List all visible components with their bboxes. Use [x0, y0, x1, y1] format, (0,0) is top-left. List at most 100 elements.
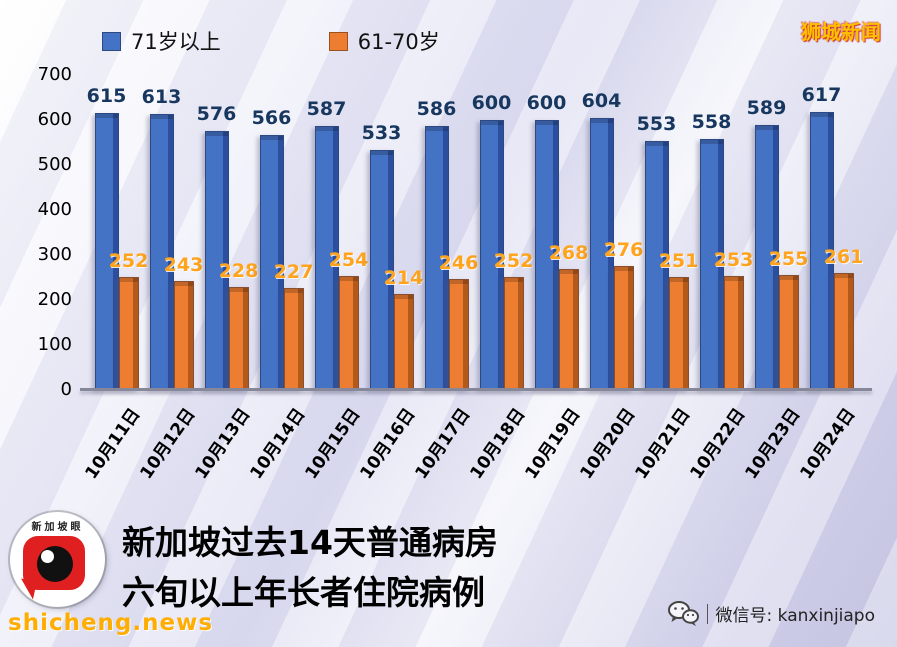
value-label-71-and-above: 604: [581, 90, 622, 113]
bar-61-70: [668, 277, 689, 390]
value-label-61-70: 228: [218, 260, 259, 283]
bar-side-face: [352, 276, 358, 389]
bar-71-and-above: [94, 113, 119, 390]
wechat-icon: [667, 601, 699, 626]
bar-top-face: [205, 131, 228, 136]
bar-side-face: [607, 119, 613, 389]
bar-top-face: [425, 127, 448, 132]
bar-61-70: [833, 272, 854, 390]
bar-side-face: [827, 113, 833, 389]
bar-61-70: [173, 280, 194, 390]
bar-61-70: [503, 276, 524, 390]
bar-71-and-above: [754, 124, 779, 390]
bar-71-and-above: [479, 120, 504, 390]
bar-61-70: [613, 265, 634, 390]
bar-side-face: [572, 270, 578, 389]
y-axis-label: 200: [37, 289, 72, 310]
bar-side-face: [167, 115, 173, 389]
bar-top-face: [559, 270, 578, 275]
legend-item-71-plus: 71岁以上: [102, 26, 221, 56]
bar-side-face: [737, 277, 743, 389]
bar-top-face: [535, 121, 558, 125]
bar-top-face: [480, 121, 503, 125]
bar-side-face: [517, 277, 523, 389]
logo-brand-text: 新加坡眼: [31, 522, 84, 533]
bar-top-face: [119, 277, 138, 282]
y-axis-label: 100: [37, 334, 72, 355]
bar-61-70: [228, 287, 249, 390]
value-label-71-and-above: 600: [526, 92, 567, 114]
bar-side-face: [222, 131, 228, 389]
bar-side-face: [387, 151, 393, 389]
value-label-71-and-above: 558: [691, 110, 732, 133]
bar-71-and-above: [534, 120, 559, 390]
bar-71-and-above: [644, 141, 669, 390]
bar-side-face: [187, 281, 193, 389]
bar-top-face: [614, 266, 633, 271]
bar-top-face: [174, 281, 193, 286]
legend-label-61-70: 61-70岁: [357, 30, 440, 54]
bar-side-face: [792, 276, 798, 389]
bar-61-70: [723, 276, 744, 390]
y-axis-label: 700: [37, 64, 72, 85]
value-label-61-70: 252: [493, 249, 534, 272]
legend-item-61-70: 61-70岁: [328, 26, 440, 56]
value-label-61-70: 268: [548, 242, 589, 265]
bar-side-face: [627, 266, 633, 389]
eye-glint: [41, 550, 54, 563]
bar-top-face: [700, 139, 723, 144]
bar-61-70: [118, 276, 139, 390]
bar-top-face: [95, 114, 118, 119]
value-label-71-and-above: 613: [141, 86, 182, 109]
bar-side-face: [682, 278, 688, 389]
wechat-id: 微信号: kanxinjiapo: [715, 606, 875, 626]
bar-top-face: [669, 278, 688, 283]
watermark-shicheng-news: 狮城新闻: [801, 20, 881, 44]
bar-side-face: [132, 277, 138, 389]
y-axis-label: 300: [37, 244, 72, 265]
value-label-61-70: 227: [273, 260, 314, 283]
bar-side-face: [407, 294, 413, 389]
legend-swatch-71-plus: [102, 31, 121, 51]
bar-side-face: [112, 114, 118, 389]
value-label-71-and-above: 553: [636, 113, 677, 136]
value-label-71-and-above: 576: [196, 102, 237, 125]
bar-71-and-above: [699, 138, 724, 390]
bar-side-face: [462, 280, 468, 389]
bar-top-face: [645, 142, 668, 147]
title-line-2: 六旬以上年长者住院病例: [122, 573, 485, 612]
bar-61-70: [778, 275, 799, 390]
bar-61-70: [283, 287, 304, 390]
bar-side-face: [717, 139, 723, 389]
y-axis-label: 400: [37, 199, 72, 220]
site-url: shicheng.news: [8, 610, 214, 636]
bar-71-and-above: [149, 114, 174, 390]
y-axis-label: 600: [37, 109, 72, 130]
bar-61-70: [558, 269, 579, 390]
title-line-1: 新加坡过去14天普通病房: [122, 523, 498, 562]
value-label-61-70: 246: [438, 252, 479, 275]
y-axis-label: 500: [37, 154, 72, 175]
bar-side-face: [242, 288, 248, 389]
legend-label-71-plus: 71岁以上: [131, 30, 221, 54]
bar-top-face: [834, 273, 853, 278]
bar-71-and-above: [314, 125, 339, 390]
x-axis-line: [80, 388, 872, 391]
bar-top-face: [315, 126, 338, 131]
value-label-71-and-above: 615: [86, 85, 127, 108]
chart-legend: 71岁以上 61-70岁: [102, 26, 440, 56]
value-label-61-70: 255: [768, 248, 809, 271]
value-label-61-70: 252: [108, 249, 149, 272]
value-label-61-70: 254: [328, 248, 369, 271]
bar-side-face: [497, 121, 503, 389]
bar-71-and-above: [809, 112, 834, 390]
legend-swatch-61-70: [328, 31, 348, 51]
y-axis-label: 0: [60, 379, 72, 400]
bar-top-face: [810, 113, 833, 118]
bar-top-face: [779, 276, 798, 281]
bar-side-face: [297, 288, 303, 389]
value-label-71-and-above: 566: [251, 107, 292, 130]
bar-top-face: [504, 277, 523, 282]
